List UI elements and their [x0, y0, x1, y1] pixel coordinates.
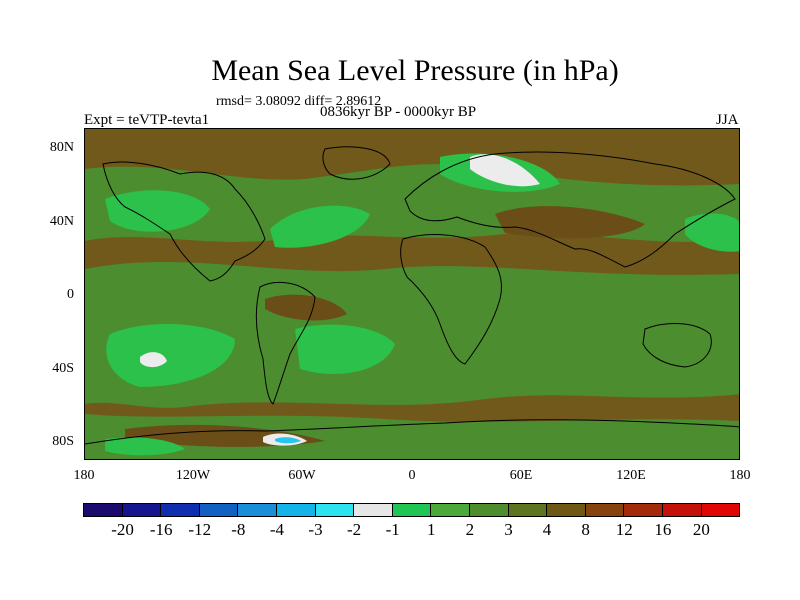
season-label: JJA: [716, 112, 739, 128]
colorbar-box: [353, 503, 393, 517]
coast-africa: [400, 234, 502, 365]
colorbar-box: [160, 503, 200, 517]
y-tick-80n: 80N: [49, 140, 74, 155]
x-tick-120w: 120W: [175, 468, 211, 483]
colorbar-label: -16: [149, 520, 173, 539]
x-tick-0: 0: [408, 468, 416, 483]
coast-south-america: [255, 281, 316, 405]
field-white-south-pacific: [140, 352, 167, 368]
colorbar-label: -12: [188, 520, 212, 539]
experiment-label: Expt = teVTP-tevta1: [84, 112, 210, 128]
coast-north-america: [102, 161, 266, 282]
field-green-tropics: [85, 261, 739, 408]
colorbar-label: 16: [654, 520, 672, 539]
field-bright-north-atlantic: [270, 205, 370, 248]
colorbar-label: 4: [542, 520, 552, 539]
colorbar-label: -1: [385, 520, 400, 539]
colorbar-label: -2: [347, 520, 362, 539]
colorbar-label: 1: [427, 520, 436, 539]
colorbar-box: [546, 503, 586, 517]
x-tick-60e: 60E: [509, 468, 533, 483]
colorbar-label: 3: [504, 520, 513, 539]
field-bright-antarctic: [105, 437, 185, 456]
colorbar-box: [661, 503, 702, 517]
colorbar-label: -4: [269, 520, 285, 539]
coast-australia: [642, 323, 712, 368]
colorbar-label: 12: [615, 520, 633, 539]
coast-eurasia: [404, 151, 736, 268]
field-brown-asia: [495, 206, 645, 239]
plot-title: Mean Sea Level Pressure (in hPa): [211, 54, 619, 87]
x-tick-120e: 120E: [616, 468, 646, 483]
colorbar-box: [584, 503, 625, 517]
field-bright-north-pacific: [105, 190, 210, 232]
colorbar-box: [275, 503, 316, 517]
field-bright-west-pacific: [685, 213, 739, 252]
colorbar-label: 2: [465, 520, 475, 539]
coast-antarctica: [85, 419, 739, 445]
period-label: 0836kyr BP - 0000kyr BP: [320, 104, 477, 120]
colorbar: [83, 503, 741, 517]
y-tick-0: 0: [67, 287, 74, 302]
colorbar-box: [391, 503, 432, 517]
field-bright-south-atlantic: [295, 324, 395, 375]
colorbar-label: -20: [111, 520, 134, 539]
colorbar-box: [237, 503, 277, 517]
field-white-siberia: [470, 154, 540, 187]
field-bright-south-pacific: [106, 323, 235, 387]
colorbar-label: 8: [581, 520, 590, 539]
colorbar-box: [198, 503, 239, 517]
field-cyan-antarctic: [275, 437, 301, 444]
colorbar-label: -8: [231, 520, 246, 539]
colorbar-box: [314, 503, 355, 517]
y-tick-40n: 40N: [49, 214, 74, 229]
y-tick-40s: 40S: [52, 361, 74, 376]
colorbar-box: [430, 503, 470, 517]
field-brown-atlantic: [265, 294, 347, 321]
colorbar-box: [83, 503, 123, 517]
colorbar-box: [700, 503, 741, 517]
colorbar-label: 20: [692, 520, 710, 539]
x-tick-180e: 180: [729, 468, 751, 483]
pressure-map: [84, 128, 740, 460]
colorbar-label: -3: [308, 520, 323, 539]
y-tick-80s: 80S: [52, 434, 74, 449]
colorbar-box: [468, 503, 509, 517]
coast-greenland: [322, 146, 391, 180]
colorbar-box: [507, 503, 548, 517]
field-green-south: [85, 414, 739, 459]
colorbar-box: [623, 503, 663, 517]
stats-line: rmsd= 3.08092 diff= 2.89612: [216, 94, 382, 109]
x-tick-60w: 60W: [288, 468, 316, 483]
colorbar-box: [121, 503, 162, 517]
map-canvas: [85, 129, 739, 459]
x-tick-180w: 180: [73, 468, 95, 483]
